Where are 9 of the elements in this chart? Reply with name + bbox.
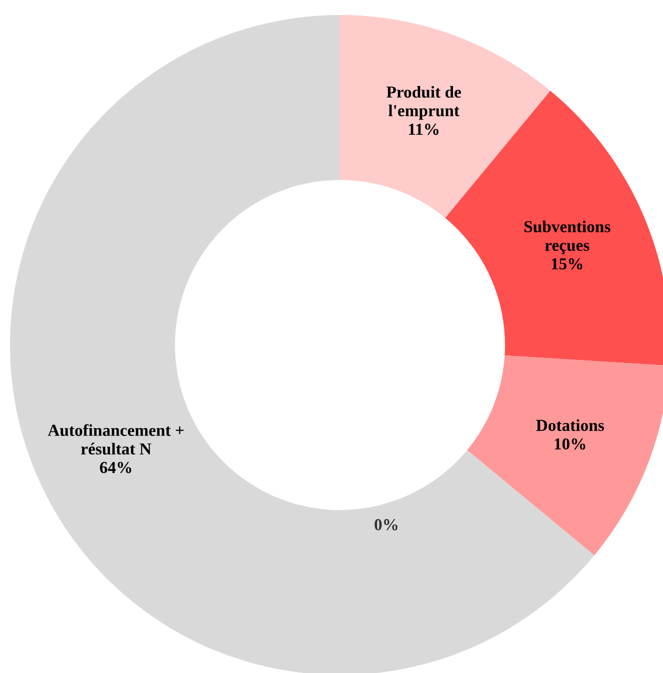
slice-label: Dotations	[536, 419, 604, 431]
slice-label: Subventions reçues	[524, 220, 610, 254]
data-label: 11%	[408, 124, 438, 135]
slice-label: Produit de l'emprunt	[386, 86, 461, 120]
data-label: 64%	[100, 462, 132, 474]
text: 0%	[374, 519, 398, 530]
data-label: 15%	[552, 258, 582, 270]
slice-label: Autofinancement + résultat N	[48, 424, 184, 455]
data-label: 10%	[554, 438, 586, 450]
